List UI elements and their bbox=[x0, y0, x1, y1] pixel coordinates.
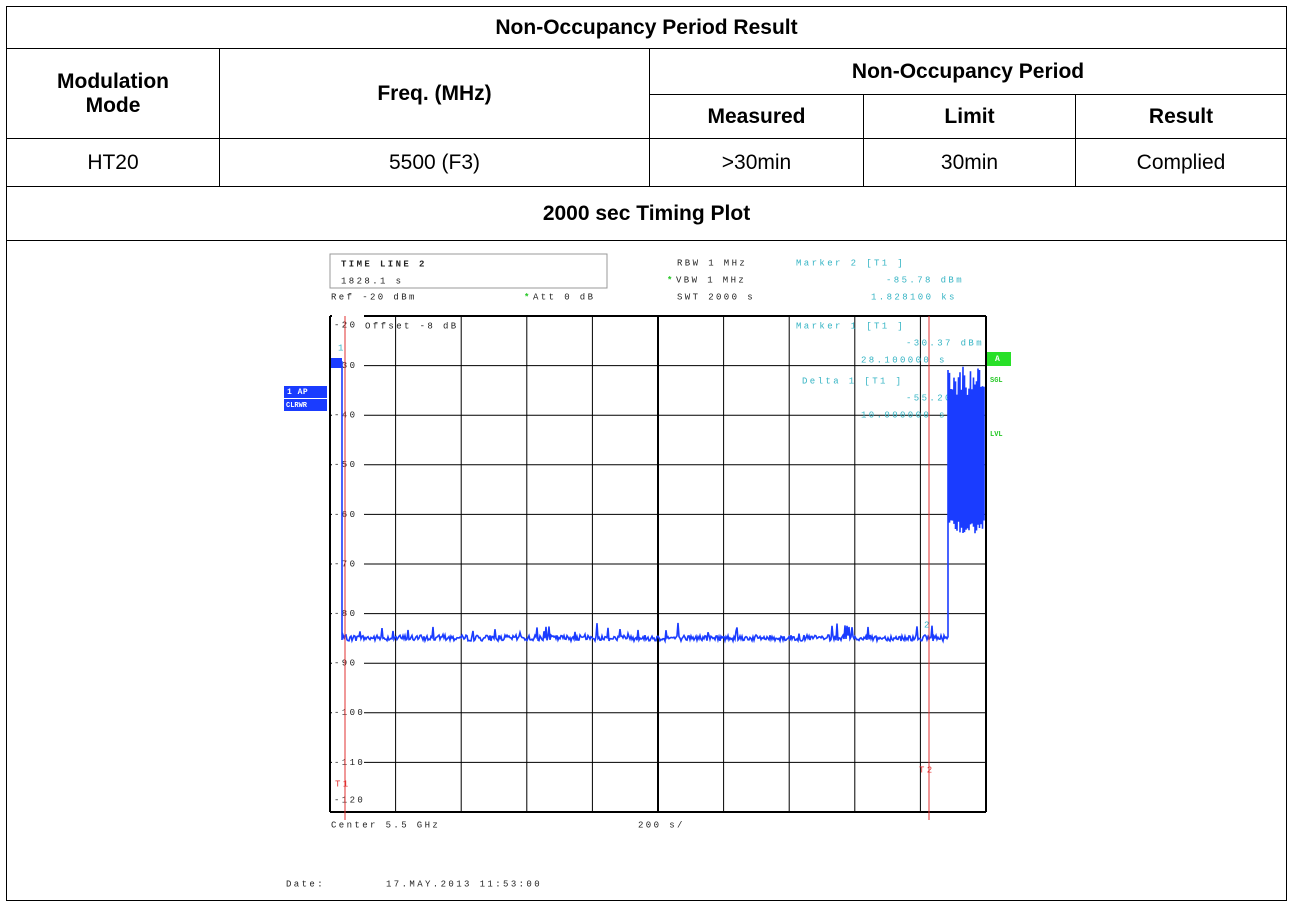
label: Date: bbox=[286, 879, 325, 889]
label: Center 5.5 GHz bbox=[331, 820, 440, 830]
trace-badge bbox=[284, 386, 327, 398]
label-bg bbox=[332, 409, 364, 422]
label: Att 0 dB bbox=[533, 292, 595, 302]
y-axis-label: -100 bbox=[334, 708, 365, 718]
trace-block bbox=[331, 358, 342, 368]
label: LVL bbox=[990, 431, 1003, 439]
cell: 30min bbox=[863, 138, 1076, 187]
label: 1828.1 s bbox=[341, 276, 403, 286]
label: CLRWR bbox=[286, 402, 308, 410]
side-badge bbox=[987, 352, 1011, 366]
grid: -20-30-40-50-60-70-80-90-100-110-120 bbox=[329, 310, 987, 813]
y-axis-label: -20 bbox=[334, 320, 357, 330]
plot-cell bbox=[5, 240, 1288, 901]
label: Delta 1 [T1 ] bbox=[802, 376, 903, 386]
column-header: Measured bbox=[649, 94, 864, 139]
label: 1 AP bbox=[287, 388, 308, 397]
y-axis-label: -60 bbox=[334, 510, 357, 520]
label: 2 bbox=[924, 620, 932, 630]
column-header: Freq. (MHz) bbox=[219, 48, 650, 139]
label: RBW 1 MHz bbox=[677, 258, 747, 268]
label: SWT 2000 s bbox=[677, 292, 755, 302]
label: * bbox=[524, 292, 532, 302]
y-axis-label: -50 bbox=[334, 460, 357, 470]
label-bg bbox=[332, 657, 364, 670]
label: Ref -20 dBm bbox=[331, 292, 417, 302]
column-header: Modulation Mode bbox=[6, 48, 220, 139]
column-header: Result bbox=[1074, 94, 1288, 139]
trace bbox=[331, 358, 985, 644]
label: VBW 1 MHz bbox=[676, 275, 746, 285]
label-bg bbox=[332, 756, 364, 769]
label: 28.100000 s bbox=[861, 355, 947, 365]
label: -55.20 dB bbox=[906, 393, 976, 403]
label: Marker 1 [T1 ] bbox=[796, 321, 905, 331]
y-axis-label: -90 bbox=[334, 659, 357, 669]
label: T1 bbox=[335, 779, 351, 789]
label: SGL bbox=[990, 377, 1003, 385]
label-bg bbox=[332, 508, 364, 521]
label-bg bbox=[332, 310, 364, 322]
label: A bbox=[995, 355, 1002, 364]
column-header-text: Modulation Mode bbox=[57, 69, 169, 117]
label: -30.37 dBm bbox=[906, 338, 984, 348]
label-bg bbox=[332, 458, 364, 471]
label: * bbox=[667, 275, 675, 285]
label-bg bbox=[332, 706, 364, 719]
cell: HT20 bbox=[6, 138, 220, 187]
label-bg bbox=[332, 558, 364, 570]
label: T2 bbox=[919, 765, 935, 775]
group-header: Non-Occupancy Period bbox=[648, 48, 1288, 95]
y-axis-label: -80 bbox=[334, 609, 357, 619]
table-title: Non-Occupancy Period Result bbox=[5, 6, 1288, 49]
trace-line bbox=[331, 361, 985, 644]
info-box bbox=[329, 253, 608, 289]
label: 200 s/ bbox=[638, 820, 685, 830]
label: 1.828100 ks bbox=[871, 292, 957, 302]
label: 10.000000 s bbox=[861, 410, 947, 420]
label: TIME LINE 2 bbox=[341, 259, 427, 269]
y-axis-label: -120 bbox=[334, 795, 365, 805]
cell: Complied bbox=[1074, 138, 1288, 187]
label: -85.78 dBm bbox=[886, 275, 964, 285]
trace-badge bbox=[284, 399, 327, 411]
label: 17.MAY.2013 11:53:00 bbox=[386, 879, 542, 889]
y-axis-label: -40 bbox=[334, 411, 357, 421]
label: Marker 2 [T1 ] bbox=[796, 258, 905, 268]
y-axis-label: -70 bbox=[334, 559, 357, 569]
label: Offset -8 dB bbox=[365, 321, 459, 331]
result-table: Non-Occupancy Period Result Modulation M… bbox=[5, 6, 1288, 901]
label-bg bbox=[332, 607, 364, 620]
label-bg bbox=[332, 794, 364, 806]
label: 1 bbox=[338, 343, 346, 353]
cell: >30min bbox=[649, 138, 864, 187]
y-axis-label: -110 bbox=[334, 758, 365, 768]
